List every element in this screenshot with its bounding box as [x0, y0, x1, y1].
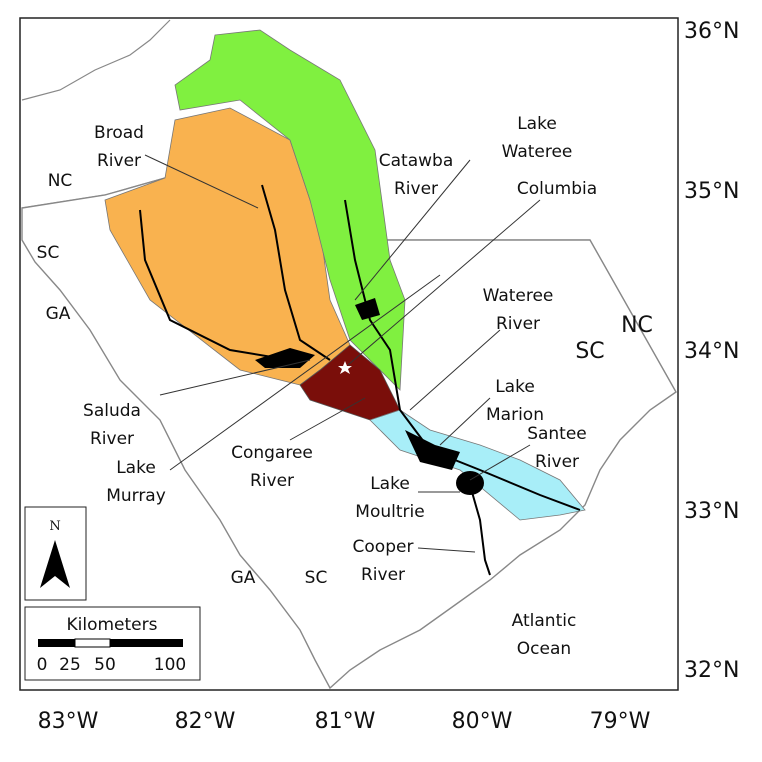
place-label: River	[394, 179, 438, 199]
place-label: Lake	[495, 377, 535, 397]
scale-tick: 50	[94, 655, 116, 675]
santee-basin	[369, 409, 586, 521]
place-label: River	[535, 452, 579, 472]
place-label: GA	[231, 568, 256, 588]
place-label: SC	[305, 568, 328, 588]
labels: 36°N 35°N 34°N 33°N 32°N 83°W 82°W 81°W 80°W 79°W…	[37, 19, 740, 734]
latitude-label: 34°N	[684, 339, 739, 364]
rivers	[139, 184, 581, 576]
place-label: NC	[48, 171, 73, 191]
place-label: Lake	[370, 474, 410, 494]
longitude-label: 80°W	[452, 709, 513, 734]
place-label: Murray	[106, 486, 166, 506]
scale-tick: 0	[37, 655, 48, 675]
scale-tick: 25	[59, 655, 81, 675]
place-label: Wateree	[483, 286, 554, 306]
columbia-star	[338, 361, 352, 374]
place-label: River	[97, 151, 141, 171]
lakes	[255, 298, 484, 495]
longitude-label: 82°W	[175, 709, 236, 734]
place-label: Atlantic	[512, 611, 577, 631]
place-label: GA	[46, 304, 71, 324]
place-label: SC	[37, 243, 60, 263]
place-label: NC	[621, 313, 653, 338]
catawba-wateree-basin	[174, 29, 406, 391]
latitude-label: 35°N	[684, 179, 739, 204]
scale-tick: 100	[154, 655, 186, 675]
place-label: Wateree	[502, 142, 573, 162]
north-arrow-box: N	[24, 506, 87, 601]
place-label: Lake	[517, 114, 557, 134]
longitude-label: 83°W	[38, 709, 99, 734]
place-label: Lake	[116, 458, 156, 478]
place-label: River	[250, 471, 294, 491]
place-label: River	[90, 429, 134, 449]
latitude-label: 36°N	[684, 19, 739, 44]
longitude-label: 79°W	[590, 709, 651, 734]
saluda-broad-basin	[104, 107, 351, 386]
leader-lines	[144, 154, 541, 553]
place-label: Columbia	[517, 179, 597, 199]
place-label: Saluda	[83, 401, 141, 421]
place-label: Catawba	[379, 151, 453, 171]
latitude-label: 32°N	[684, 658, 739, 683]
north-label: N	[49, 519, 60, 534]
place-label: Ocean	[517, 639, 571, 659]
scale-bar: Kilometers 0 25 50 100	[24, 606, 201, 681]
longitude-label: 81°W	[315, 709, 376, 734]
place-label: River	[361, 565, 405, 585]
place-label: Moultrie	[355, 502, 424, 522]
scale-title: Kilometers	[67, 615, 158, 635]
place-label: Marion	[486, 405, 544, 425]
place-label: Broad	[94, 123, 144, 143]
place-label: Santee	[527, 424, 587, 444]
place-label: SC	[575, 339, 604, 364]
place-label: Congaree	[231, 443, 313, 463]
latitude-label: 33°N	[684, 499, 739, 524]
place-label: Cooper	[353, 537, 414, 557]
place-label: River	[496, 314, 540, 334]
